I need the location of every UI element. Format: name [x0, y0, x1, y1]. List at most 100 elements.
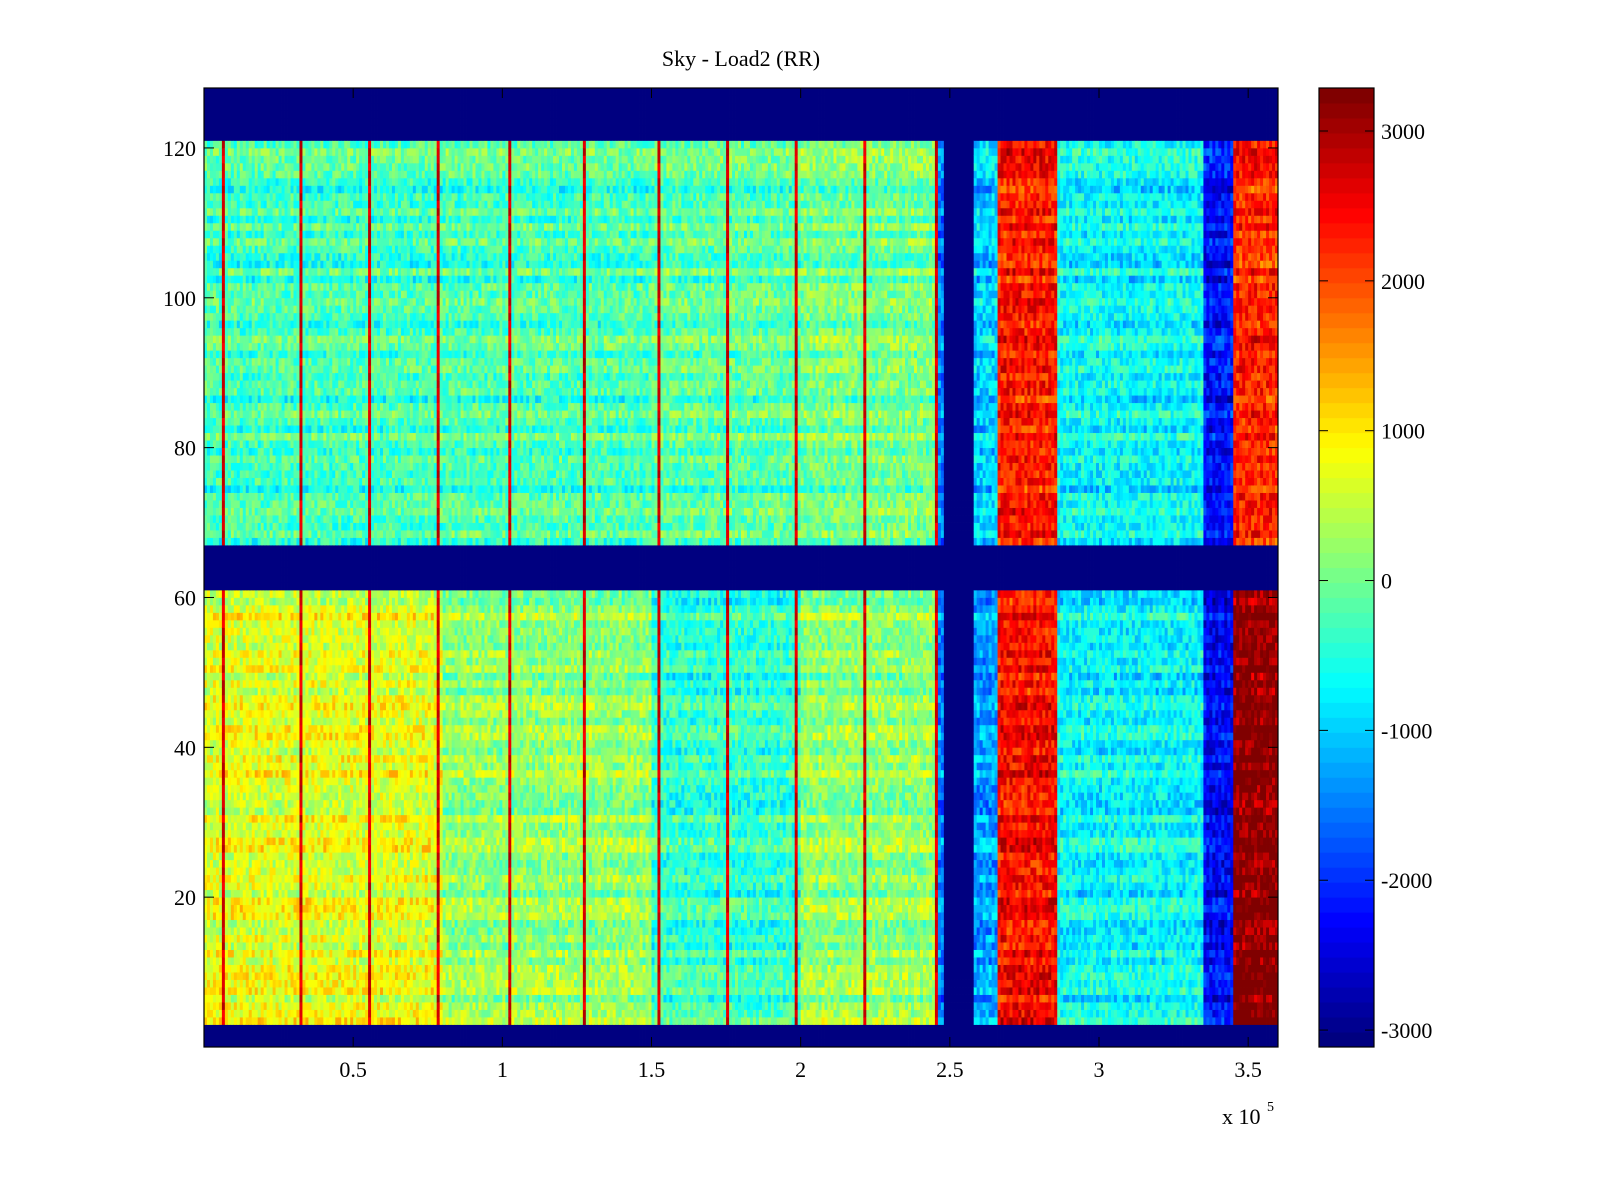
heatmap-cell — [261, 575, 264, 583]
heatmap-cell — [288, 702, 291, 710]
heatmap-cell — [210, 657, 213, 665]
heatmap-cell — [285, 882, 288, 890]
heatmap-cell — [261, 455, 264, 463]
heatmap-cell — [273, 568, 276, 576]
heatmap-cell — [252, 957, 255, 965]
heatmap-cell — [249, 830, 252, 838]
heatmap-cell — [234, 965, 237, 973]
heatmap-cell — [240, 635, 243, 643]
heatmap-cell — [234, 665, 237, 673]
heatmap-cell — [273, 95, 276, 103]
heatmap-cell — [243, 935, 246, 943]
heatmap-cell — [246, 395, 249, 403]
heatmap-cell — [270, 822, 273, 830]
heatmap-cell — [270, 1040, 273, 1048]
heatmap-cell — [285, 905, 288, 913]
heatmap-cell — [216, 410, 219, 418]
heatmap-cell — [261, 223, 264, 231]
heatmap-cell — [243, 313, 246, 321]
heatmap-cell — [240, 972, 243, 980]
heatmap-cell — [267, 702, 270, 710]
heatmap-cell — [255, 807, 258, 815]
heatmap-cell — [228, 927, 231, 935]
heatmap-cell — [243, 822, 246, 830]
heatmap-cell — [225, 1010, 228, 1018]
heatmap-cell — [291, 680, 294, 688]
heatmap-cell — [228, 170, 231, 178]
heatmap-cell — [249, 695, 252, 703]
heatmap-cell — [222, 927, 225, 935]
heatmap-cell — [279, 155, 282, 163]
heatmap-cell — [207, 732, 210, 740]
heatmap-cell — [258, 245, 261, 253]
heatmap-cell — [264, 725, 267, 733]
heatmap-cell — [252, 313, 255, 321]
heatmap-cell — [246, 987, 249, 995]
heatmap-cell — [252, 553, 255, 561]
heatmap-cell — [222, 597, 225, 605]
heatmap-cell — [240, 912, 243, 920]
heatmap-cell — [252, 523, 255, 531]
heatmap-cell — [261, 238, 264, 246]
heatmap-cell — [288, 635, 291, 643]
heatmap-cell — [237, 897, 240, 905]
heatmap-cell — [219, 290, 222, 298]
heatmap-cell — [240, 852, 243, 860]
heatmap-cell — [288, 478, 291, 486]
heatmap-cell — [207, 747, 210, 755]
heatmap-cell — [258, 957, 261, 965]
heatmap-cell — [288, 433, 291, 441]
heatmap-cell — [279, 538, 282, 546]
heatmap-cell — [288, 762, 291, 770]
heatmap-cell — [228, 680, 231, 688]
heatmap-cell — [207, 455, 210, 463]
heatmap-cell — [249, 275, 252, 283]
heatmap-cell — [273, 230, 276, 238]
heatmap-cell — [213, 515, 216, 523]
heatmap-cell — [279, 298, 282, 306]
heatmap-cell — [261, 627, 264, 635]
heatmap-cell — [228, 830, 231, 838]
heatmap-cell — [261, 800, 264, 808]
heatmap-cell — [237, 320, 240, 328]
heatmap-cell — [285, 860, 288, 868]
heatmap-cell — [234, 830, 237, 838]
heatmap-cell — [222, 335, 225, 343]
heatmap-cell — [243, 837, 246, 845]
heatmap-cell — [249, 343, 252, 351]
heatmap-cell — [210, 1002, 213, 1010]
heatmap-cell — [294, 785, 297, 793]
heatmap-cell — [276, 650, 279, 658]
heatmap-cell — [231, 350, 234, 358]
heatmap-cell — [267, 313, 270, 321]
heatmap-cell — [249, 957, 252, 965]
heatmap-cell — [210, 987, 213, 995]
heatmap-cell — [216, 155, 219, 163]
heatmap-cell — [264, 800, 267, 808]
heatmap-cell — [276, 1040, 279, 1048]
heatmap-cell — [213, 215, 216, 223]
heatmap-cell — [252, 140, 255, 148]
heatmap-cell — [285, 305, 288, 313]
heatmap-cell — [255, 403, 258, 411]
heatmap-cell — [261, 680, 264, 688]
heatmap-cell — [291, 1040, 294, 1048]
heatmap-cell — [255, 170, 258, 178]
heatmap-cell — [255, 103, 258, 111]
heatmap-cell — [285, 800, 288, 808]
heatmap-cell — [243, 403, 246, 411]
heatmap-cell — [240, 1017, 243, 1025]
heatmap-cell — [279, 1032, 282, 1040]
heatmap-cell — [216, 590, 219, 598]
heatmap-cell — [267, 455, 270, 463]
heatmap-cell — [285, 418, 288, 426]
heatmap-cell — [279, 680, 282, 688]
heatmap-cell — [276, 118, 279, 126]
heatmap-cell — [273, 103, 276, 111]
heatmap-cell — [237, 328, 240, 336]
heatmap-cell — [222, 133, 225, 141]
heatmap-cell — [264, 553, 267, 561]
heatmap-cell — [240, 597, 243, 605]
heatmap-cell — [273, 193, 276, 201]
